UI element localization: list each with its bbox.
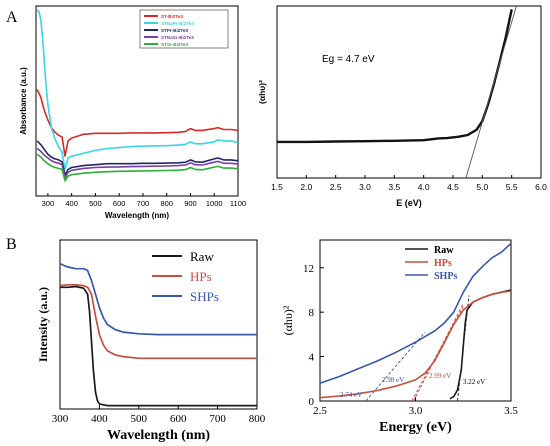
dashed-fit-line — [413, 303, 464, 402]
y-tick-label: 4 — [309, 352, 315, 364]
legend-entry: SHPs — [434, 271, 457, 282]
series-line-0 — [60, 285, 257, 407]
x-tick-label: 5.0 — [476, 182, 488, 192]
x-tick-label: 1100 — [230, 199, 246, 208]
x-tick-label: 500 — [131, 413, 148, 425]
x-tick-label: 600 — [113, 199, 126, 208]
x-tick-label: 4.0 — [418, 182, 430, 192]
chart-absorbance: 300 400 500 600 700 800 900 1000 1100 Wavelength … — [19, 5, 246, 220]
x-tick-label: 300 — [42, 199, 55, 208]
x-tick-label: 2.5 — [330, 182, 342, 192]
legend-entry: STSr-Bi2Te3 — [161, 42, 188, 47]
y-axis-label: Intensity (a.u.) — [36, 287, 50, 362]
y-tick-label: 8 — [309, 307, 315, 319]
x-tick-label: 900 — [184, 199, 197, 208]
y-axis-label: (αhυ)² — [257, 80, 267, 104]
x-tick-label: 2.0 — [300, 182, 312, 192]
plot-frame — [319, 239, 512, 402]
chart-tauc-energy: 2.5 3.0 3.5 0 4 8 12 Energy (eV) (αhυ)² Raw HPs SHP… — [281, 239, 518, 435]
x-tick-label: 6.0 — [535, 182, 547, 192]
panel-label-b: B — [6, 236, 17, 253]
bandgap-annotation: 2.74 eV — [340, 391, 362, 399]
x-tick-label: 700 — [137, 199, 150, 208]
x-tick-label: 3.0 — [359, 182, 371, 192]
panel-label-a: A — [6, 9, 18, 26]
legend-entry: SHPs — [190, 289, 219, 304]
x-tick-label: 3.5 — [504, 405, 518, 417]
x-axis-label: E (eV) — [396, 198, 422, 208]
series-line-2 — [36, 140, 239, 176]
tangent-fit-line — [465, 5, 517, 179]
series-line-2 — [319, 242, 512, 384]
legend-entry: HPs — [190, 269, 212, 284]
x-tick-label: 500 — [89, 199, 102, 208]
y-tick-label: 0 — [309, 396, 315, 408]
bandgap-annotation: 2.98 eV — [382, 376, 404, 384]
x-tick-label: 3.5 — [388, 182, 400, 192]
x-tick-label: 5.5 — [506, 182, 518, 192]
dashed-fit-line — [365, 331, 426, 402]
legend-entry: ST-Bi2Te3 — [161, 14, 183, 19]
x-tick-label: 2.5 — [313, 405, 327, 417]
chart-intensity: 300 400 500 600 700 800 Wavelength (nm) Intensi… — [36, 239, 266, 443]
legend-entry: Raw — [434, 245, 454, 256]
x-tick-label: 400 — [91, 413, 108, 425]
x-axis-label: Wavelength (nm) — [107, 428, 210, 443]
plot-frame — [35, 5, 239, 197]
x-axis-label: Wavelength (nm) — [105, 211, 169, 220]
x-tick-label: 400 — [65, 199, 78, 208]
dashed-fit-line — [411, 306, 464, 402]
x-tick-label: 1000 — [206, 199, 223, 208]
series-line-0 — [36, 89, 239, 157]
x-tick-label: 3.0 — [409, 405, 423, 417]
bandgap-annotation: Eg = 4.7 eV — [322, 54, 375, 65]
series-line-3 — [36, 147, 239, 179]
legend-entry: Raw — [190, 249, 214, 264]
y-axis-label: (αhυ)² — [281, 305, 295, 335]
plot-frame — [59, 239, 258, 410]
x-tick-label: 1.5 — [271, 182, 283, 192]
series-line-4 — [36, 153, 239, 182]
x-tick-label: 800 — [249, 413, 266, 425]
x-tick-label: 600 — [170, 413, 187, 425]
series-line-1 — [36, 9, 239, 171]
series-line-1 — [59, 283, 257, 360]
x-tick-label: 300 — [52, 413, 69, 425]
legend-entry: HPs — [434, 258, 452, 269]
x-axis-label: Energy (eV) — [379, 420, 452, 435]
plot-frame — [276, 5, 542, 179]
series-line-1 — [319, 290, 512, 399]
x-tick-label: 700 — [209, 413, 226, 425]
chart-tauc-eg: 1.5 2.0 2.5 3.0 3.5 4.0 4.5 5.0 5.5 6.0 E (eV) (αhυ… — [257, 5, 547, 208]
legend-entry: STNaPr-Bi2Te3 — [161, 21, 194, 26]
x-tick-label: 800 — [160, 199, 173, 208]
tauc-curve — [277, 9, 513, 144]
series-line-2 — [59, 262, 257, 336]
bandgap-annotation: 3.22 eV — [463, 378, 485, 386]
legend-entry: STNaSr-Bi2Te3 — [161, 35, 194, 40]
bandgap-annotation: 2.99 eV — [429, 372, 451, 380]
legend-entry: STPr-Bi2Te3 — [161, 28, 188, 33]
y-tick-label: 12 — [303, 263, 314, 275]
y-axis-label: Absorbance (a.u.) — [19, 67, 28, 135]
x-tick-label: 4.5 — [447, 182, 459, 192]
